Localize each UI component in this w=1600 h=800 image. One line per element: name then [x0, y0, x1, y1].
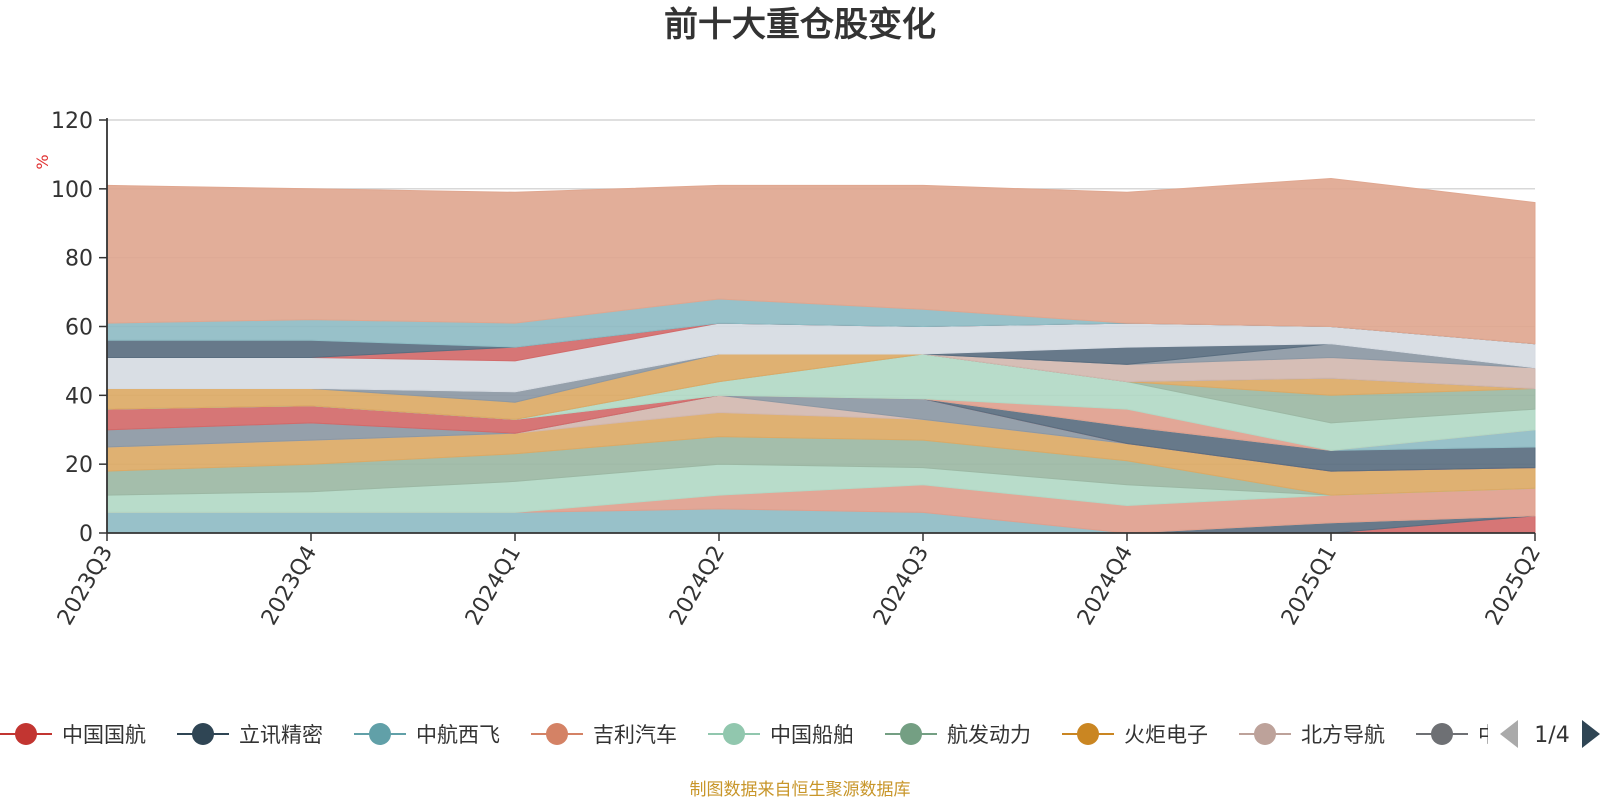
- x-tick-label: 2024Q1: [461, 542, 526, 630]
- legend-marker-icon: [900, 723, 922, 745]
- area-band-24: [106, 177, 1536, 345]
- legend-label: 中航西飞: [416, 723, 500, 747]
- y-tick-label: 40: [65, 384, 93, 409]
- y-tick-label: 80: [65, 247, 93, 272]
- data-source-note: 制图数据来自恒生聚源数据库: [690, 780, 911, 800]
- x-tick-label: 2024Q4: [1073, 542, 1138, 630]
- legend-pager: 1/4: [1500, 720, 1600, 748]
- legend-label: 中国船舶: [770, 723, 854, 747]
- y-tick-label: 20: [65, 453, 93, 478]
- legend-label: 立讯精密: [239, 723, 323, 747]
- legend-marker-icon: [1431, 723, 1453, 745]
- x-tick-label: 2025Q2: [1481, 542, 1546, 630]
- legend-items: 中国国航 立讯精密 中航西飞 吉利汽车 中国船舶 航发动力 火炬电子 北方导航 中: [0, 723, 1499, 747]
- chart-title: 前十大重仓股变化: [664, 5, 936, 45]
- legend-marker-icon: [723, 723, 745, 745]
- legend-marker-icon: [1077, 723, 1099, 745]
- legend-marker-icon: [1254, 723, 1276, 745]
- legend-item[interactable]: 立讯精密: [177, 723, 323, 747]
- legend-item[interactable]: 中国船舶: [708, 723, 854, 747]
- x-tick-label: 2024Q3: [869, 542, 934, 630]
- legend-prev-arrow-icon[interactable]: [1500, 720, 1518, 748]
- legend-item[interactable]: 中国国航: [0, 723, 146, 747]
- legend-label: 北方导航: [1301, 723, 1385, 747]
- legend-next-arrow-icon[interactable]: [1582, 720, 1600, 748]
- area-series: [106, 177, 1536, 534]
- legend-label: 吉利汽车: [593, 723, 677, 747]
- x-tick-label: 2024Q2: [665, 542, 730, 630]
- x-tick-label: 2023Q3: [53, 542, 118, 630]
- y-tick-label: 0: [79, 522, 93, 547]
- legend-item[interactable]: 航发动力: [885, 723, 1031, 747]
- legend-marker-icon: [369, 723, 391, 745]
- legend-item[interactable]: 中航西飞: [354, 723, 500, 747]
- legend-item[interactable]: 北方导航: [1239, 723, 1385, 747]
- x-tick-label: 2025Q1: [1277, 542, 1342, 630]
- legend-label: 航发动力: [947, 723, 1031, 747]
- legend-label: 中国国航: [62, 723, 146, 747]
- y-tick-label: 60: [65, 316, 93, 341]
- y-axis-unit: %: [33, 154, 52, 169]
- legend-label: 中: [1478, 723, 1499, 747]
- x-tick-label: 2023Q4: [257, 542, 322, 630]
- legend-page-indicator: 1/4: [1534, 723, 1569, 748]
- legend-item[interactable]: 吉利汽车: [531, 723, 677, 747]
- legend-label: 火炬电子: [1124, 723, 1208, 747]
- legend-marker-icon: [546, 723, 568, 745]
- legend[interactable]: 中国国航 立讯精密 中航西飞 吉利汽车 中国船舶 航发动力 火炬电子 北方导航 中 1/4: [0, 720, 1600, 748]
- legend-marker-icon: [192, 723, 214, 745]
- legend-item[interactable]: 火炬电子: [1062, 723, 1208, 747]
- legend-item[interactable]: 中: [1416, 723, 1499, 747]
- y-tick-label: 100: [51, 178, 93, 203]
- y-tick-label: 120: [51, 109, 93, 134]
- legend-marker-icon: [15, 723, 37, 745]
